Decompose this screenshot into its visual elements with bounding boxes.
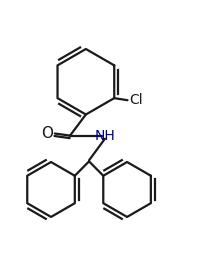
Text: NH: NH (95, 129, 115, 143)
Text: O: O (41, 126, 53, 141)
Text: Cl: Cl (129, 93, 143, 107)
